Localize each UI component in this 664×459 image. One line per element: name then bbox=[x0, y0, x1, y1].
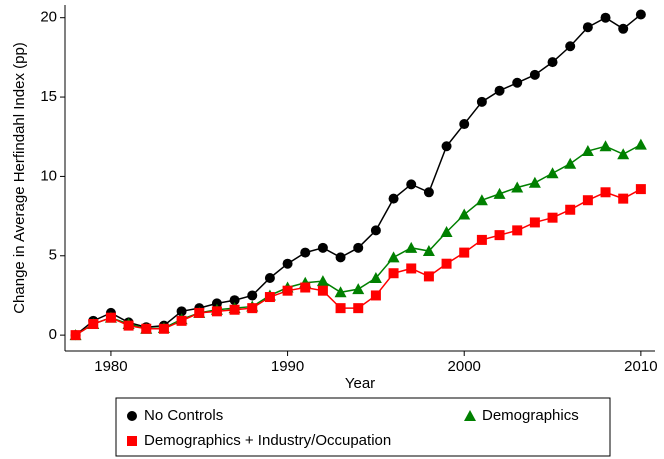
y-tick-label: 10 bbox=[40, 167, 57, 184]
data-point bbox=[494, 85, 505, 96]
data-point bbox=[316, 275, 329, 287]
data-point bbox=[494, 230, 505, 241]
data-point bbox=[229, 295, 240, 306]
data-point bbox=[511, 181, 524, 193]
x-tick-label: 2010 bbox=[624, 358, 657, 375]
data-point bbox=[564, 157, 577, 169]
y-axis-label: Change in Average Herfindahl Index (pp) bbox=[11, 42, 28, 314]
data-point bbox=[512, 225, 523, 236]
data-point bbox=[422, 245, 435, 257]
legend-marker bbox=[127, 411, 137, 421]
data-point bbox=[317, 285, 328, 296]
data-point bbox=[229, 304, 240, 315]
data-point bbox=[70, 330, 81, 341]
data-point bbox=[565, 41, 576, 52]
data-point bbox=[476, 234, 487, 245]
data-point bbox=[211, 298, 222, 309]
data-point bbox=[334, 286, 347, 298]
data-point bbox=[317, 242, 328, 253]
data-point bbox=[352, 283, 365, 295]
data-point bbox=[194, 307, 205, 318]
data-point bbox=[547, 57, 558, 68]
legend-marker bbox=[464, 410, 476, 421]
legend-label: Demographics bbox=[482, 407, 579, 424]
data-point bbox=[423, 187, 434, 198]
data-point bbox=[88, 319, 99, 330]
data-point bbox=[247, 303, 258, 314]
data-point bbox=[634, 138, 647, 150]
data-point bbox=[476, 96, 487, 107]
data-point bbox=[618, 193, 629, 204]
data-point bbox=[493, 187, 506, 199]
x-tick-label: 2000 bbox=[448, 358, 481, 375]
data-point bbox=[582, 195, 593, 206]
data-point bbox=[370, 225, 381, 236]
data-point bbox=[618, 23, 629, 34]
legend-marker bbox=[127, 436, 137, 446]
data-point bbox=[600, 187, 611, 198]
data-point bbox=[423, 271, 434, 282]
x-tick-label: 1980 bbox=[94, 358, 127, 375]
data-point bbox=[353, 303, 364, 314]
data-point bbox=[282, 258, 293, 269]
data-point bbox=[528, 176, 541, 188]
legend-label: Demographics + Industry/Occupation bbox=[144, 432, 391, 449]
data-point bbox=[176, 306, 187, 317]
data-point bbox=[388, 268, 399, 279]
data-point bbox=[388, 193, 399, 204]
legend-label: No Controls bbox=[144, 407, 223, 424]
data-point bbox=[264, 272, 275, 283]
data-point bbox=[158, 323, 169, 334]
data-point bbox=[300, 247, 311, 258]
data-point bbox=[282, 285, 293, 296]
y-tick-label: 20 bbox=[40, 9, 57, 26]
x-axis-label: Year bbox=[345, 375, 375, 392]
data-point bbox=[529, 69, 540, 80]
data-point bbox=[529, 217, 540, 228]
data-point bbox=[370, 290, 381, 301]
data-point bbox=[141, 323, 152, 334]
data-point bbox=[335, 252, 346, 263]
data-point bbox=[458, 208, 471, 220]
data-point bbox=[441, 258, 452, 269]
data-point bbox=[546, 167, 559, 179]
data-point bbox=[405, 241, 418, 253]
legend-box bbox=[115, 397, 611, 457]
data-point bbox=[211, 306, 222, 317]
data-point bbox=[387, 251, 400, 263]
data-point bbox=[581, 145, 594, 157]
data-point bbox=[440, 225, 453, 237]
data-point bbox=[459, 119, 470, 130]
y-tick-label: 15 bbox=[40, 88, 57, 105]
data-point bbox=[599, 140, 612, 152]
data-point bbox=[176, 315, 187, 326]
data-point bbox=[105, 312, 116, 323]
data-point bbox=[264, 292, 275, 303]
data-point bbox=[475, 194, 488, 206]
data-point bbox=[406, 179, 417, 190]
data-point bbox=[512, 77, 523, 88]
data-point bbox=[582, 22, 593, 33]
x-tick-label: 1990 bbox=[271, 358, 304, 375]
y-tick-label: 5 bbox=[49, 247, 57, 264]
data-point bbox=[547, 212, 558, 223]
data-point bbox=[335, 303, 346, 314]
series-line bbox=[75, 188, 642, 336]
data-point bbox=[406, 263, 417, 274]
y-tick-label: 0 bbox=[49, 326, 57, 343]
data-point bbox=[353, 242, 364, 253]
data-point bbox=[300, 282, 311, 293]
data-point bbox=[247, 290, 258, 301]
data-point bbox=[441, 141, 452, 152]
data-point bbox=[635, 184, 646, 195]
data-point bbox=[617, 148, 630, 160]
data-point bbox=[369, 271, 382, 283]
data-point bbox=[565, 204, 576, 215]
data-point bbox=[123, 320, 134, 331]
data-point bbox=[600, 12, 611, 23]
data-point bbox=[635, 9, 646, 20]
data-point bbox=[459, 247, 470, 258]
